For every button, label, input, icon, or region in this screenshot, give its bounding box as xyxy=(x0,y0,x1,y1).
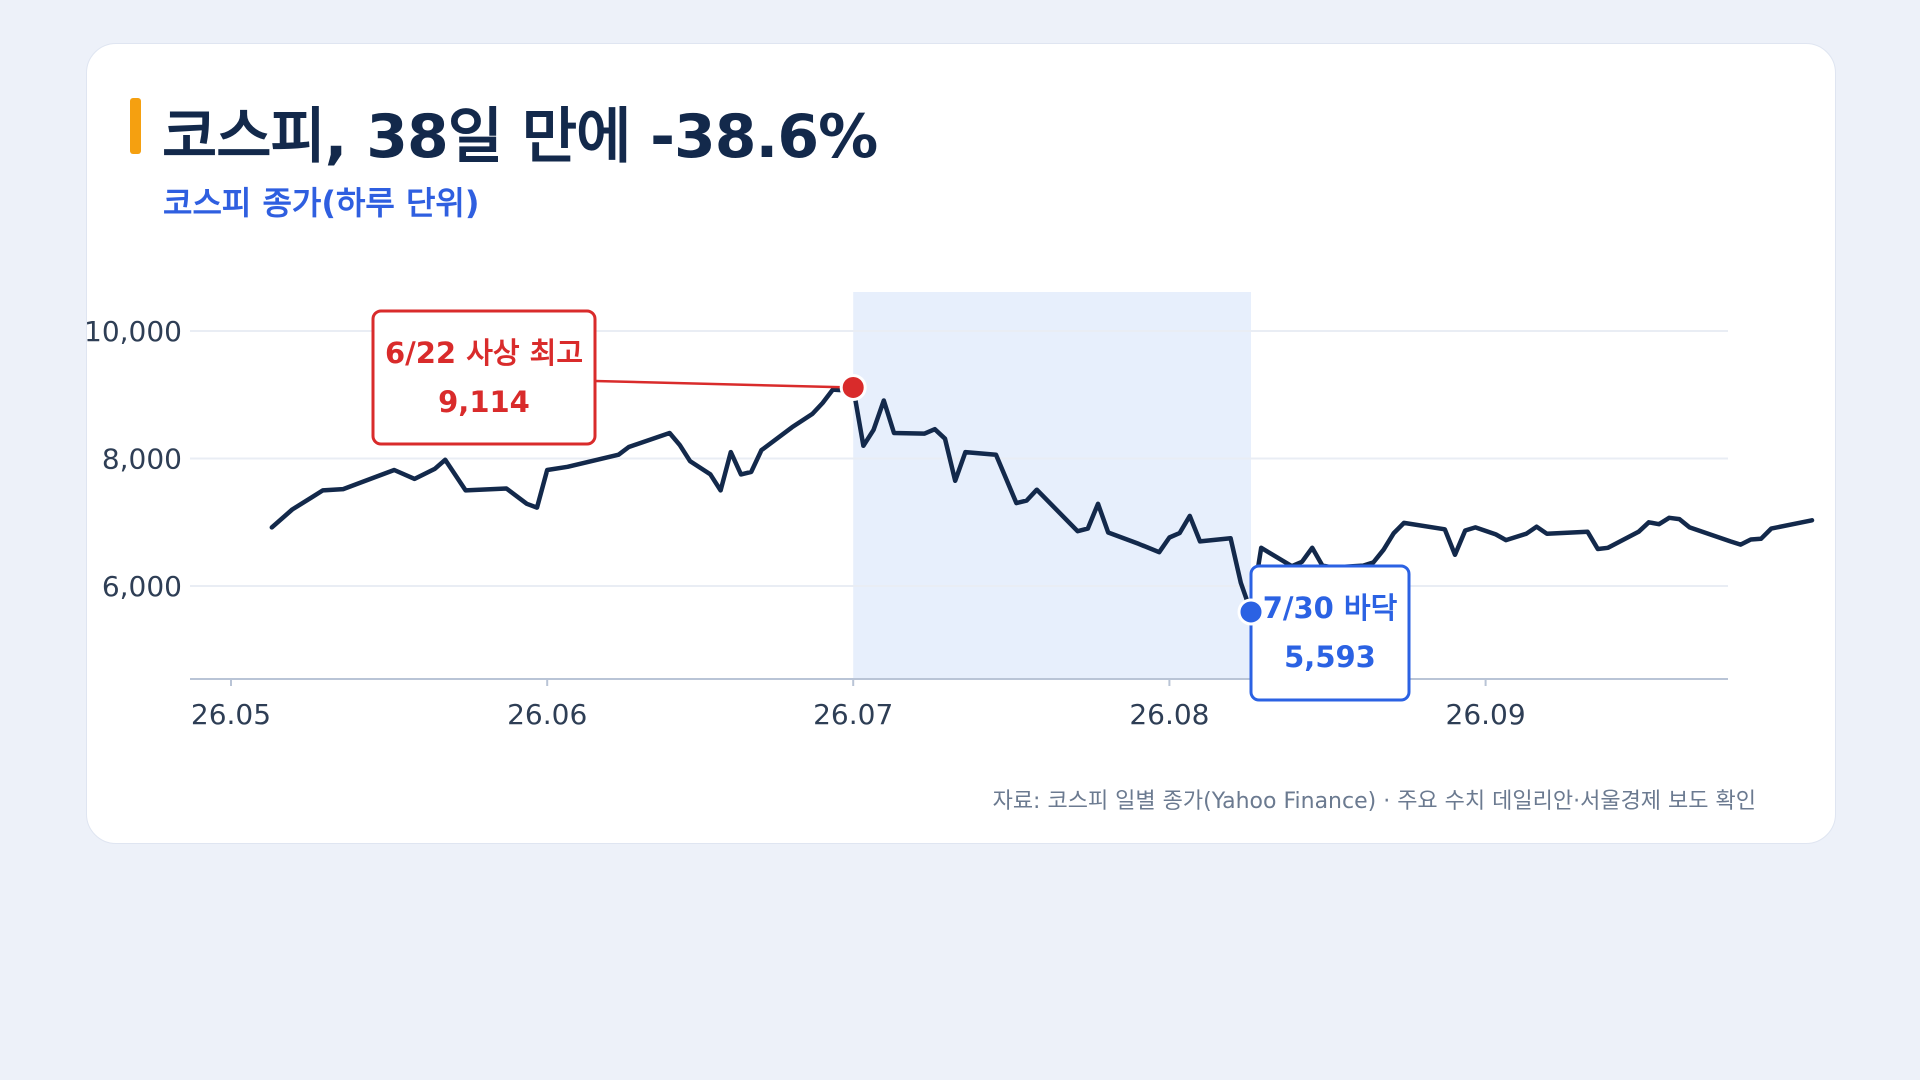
peak-leader-line xyxy=(594,379,854,389)
bottom-callout-value: 5,593 xyxy=(1284,640,1376,674)
y-tick-label: 10,000 xyxy=(84,315,182,348)
peak-callout-box xyxy=(371,309,597,446)
x-tick-label: 26.05 xyxy=(191,698,271,731)
peak-callout-label: 6/22 사상 최고 xyxy=(385,336,583,370)
chart-title: 코스피, 38일 만에 -38.6% xyxy=(162,102,878,172)
y-tick-label: 8,000 xyxy=(102,443,182,476)
x-tick-label: 26.08 xyxy=(1129,698,1209,731)
y-tick-label: 6,000 xyxy=(102,570,182,603)
bottom-callout-box xyxy=(1249,564,1411,702)
shaded-decline-band xyxy=(853,292,1251,679)
source-note: 자료: 코스피 일별 종가(Yahoo Finance) · 주요 수치 데일리… xyxy=(992,789,1756,814)
x-tick-label: 26.06 xyxy=(507,698,587,731)
title-accent-bar xyxy=(130,98,141,154)
x-tick-label: 26.07 xyxy=(813,698,893,731)
series-line-kospi xyxy=(269,385,1815,615)
x-tick-label: 26.09 xyxy=(1446,698,1526,731)
bottom-callout-label: 7/30 바닥 xyxy=(1263,591,1398,625)
peak-point-marker xyxy=(839,373,867,401)
peak-callout-value: 9,114 xyxy=(438,385,530,419)
bottom-point-marker xyxy=(1237,598,1265,626)
chart-subtitle: 코스피 종가(하루 단위) xyxy=(163,184,480,222)
